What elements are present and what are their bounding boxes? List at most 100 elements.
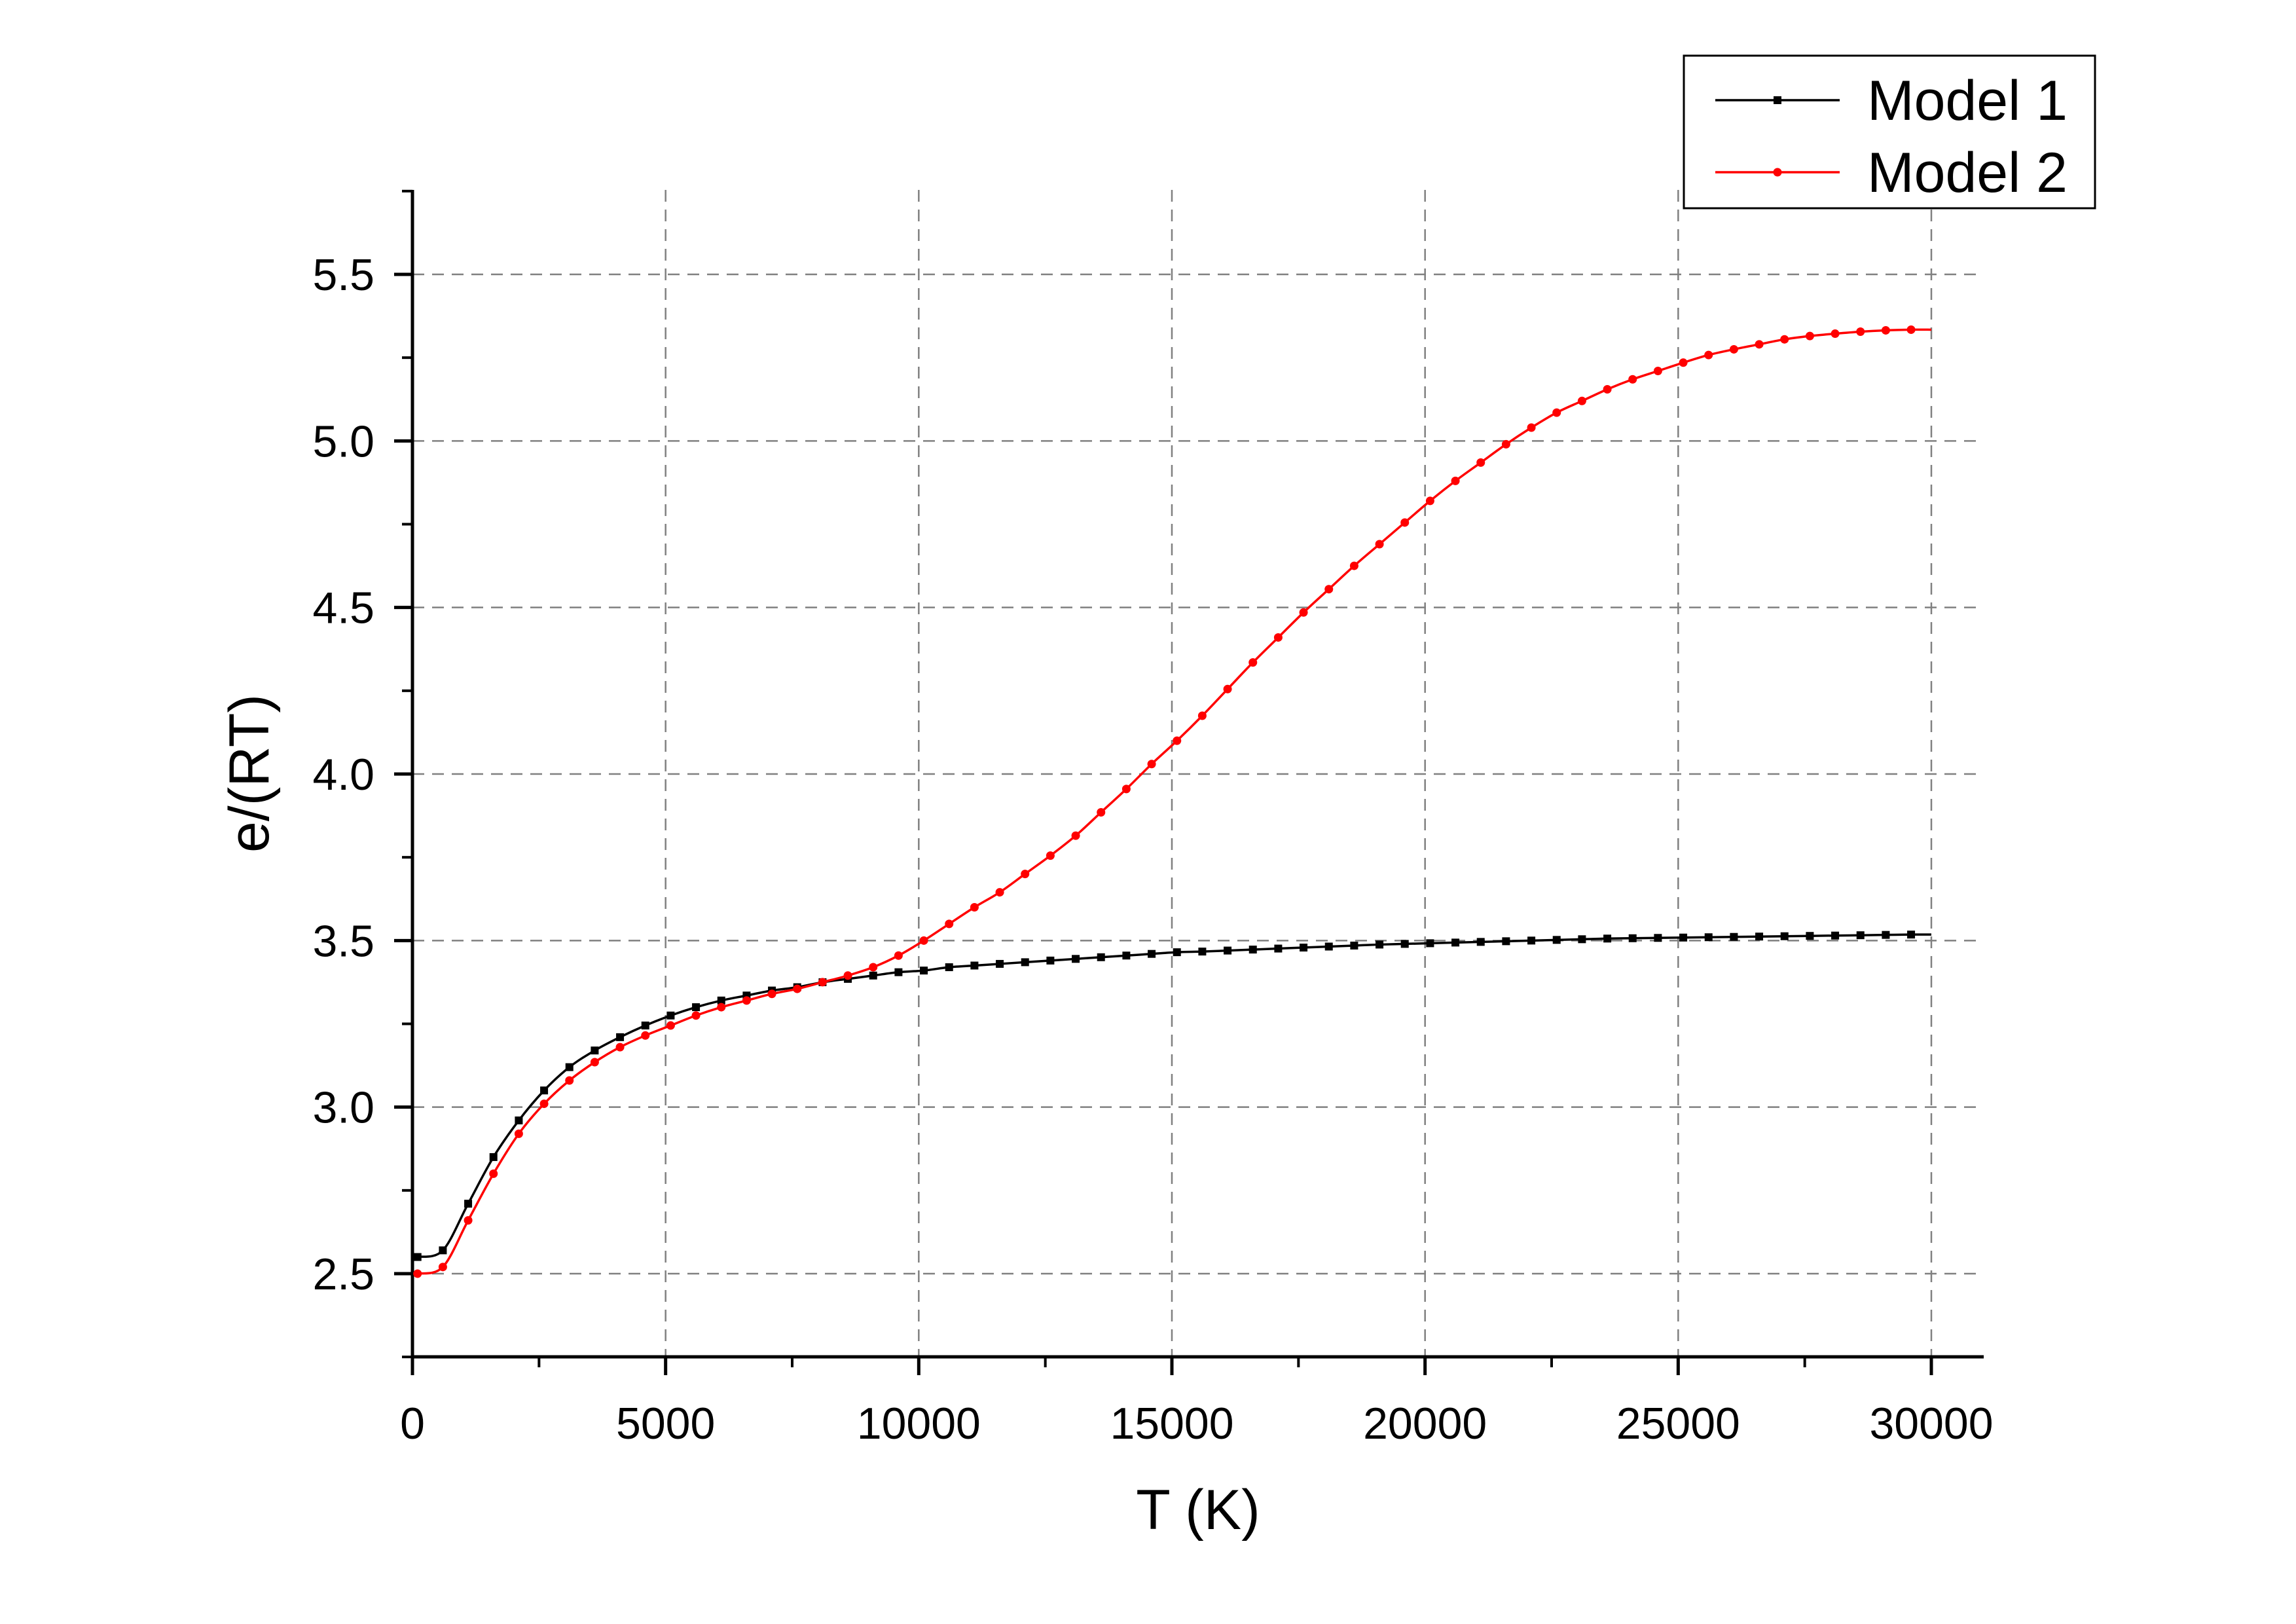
- data-point: [438, 1263, 447, 1272]
- data-point: [945, 963, 953, 972]
- legend-marker: [1773, 168, 1782, 177]
- data-point: [1021, 958, 1029, 967]
- data-point: [996, 959, 1004, 968]
- data-point: [439, 1246, 447, 1255]
- data-point: [1856, 327, 1865, 336]
- data-point: [1400, 518, 1410, 527]
- data-point: [1704, 933, 1713, 942]
- data-point: [1806, 932, 1814, 940]
- data-point: [1046, 956, 1055, 965]
- data-point: [1679, 933, 1688, 942]
- y-tick-label: 3.0: [312, 1083, 374, 1133]
- data-point: [1577, 396, 1586, 405]
- data-point: [1906, 325, 1916, 334]
- data-point: [945, 919, 954, 929]
- data-point: [1653, 367, 1662, 376]
- data-point: [1527, 936, 1536, 945]
- data-point: [717, 996, 725, 1005]
- data-point: [767, 989, 776, 999]
- data-point: [1223, 684, 1232, 693]
- data-point: [540, 1086, 549, 1095]
- data-point: [1375, 540, 1384, 549]
- data-point: [1349, 561, 1358, 570]
- data-point: [489, 1169, 498, 1178]
- data-point: [666, 1021, 675, 1030]
- data-point: [1552, 408, 1561, 417]
- data-point: [1476, 938, 1485, 946]
- data-point: [1046, 851, 1055, 860]
- data-point: [1224, 946, 1232, 955]
- data-point: [869, 971, 877, 980]
- data-point: [1476, 458, 1485, 467]
- data-point: [1856, 931, 1865, 940]
- data-point: [1324, 585, 1334, 594]
- data-point: [1426, 939, 1434, 948]
- data-point: [1300, 944, 1308, 952]
- data-point: [1197, 711, 1207, 720]
- data-point: [413, 1253, 422, 1261]
- data-point: [1274, 944, 1283, 953]
- data-point: [464, 1216, 473, 1225]
- x-axis-title: T (K): [1136, 1479, 1260, 1541]
- x-tick-label: 30000: [1869, 1399, 1993, 1449]
- data-point: [1147, 760, 1156, 769]
- legend-label: Model 2: [1867, 141, 2068, 204]
- data-point: [1729, 344, 1738, 354]
- data-point: [1755, 340, 1764, 349]
- data-point: [1425, 496, 1434, 506]
- data-point: [1451, 476, 1460, 485]
- data-point: [1121, 784, 1131, 794]
- x-tick-label: 25000: [1616, 1399, 1740, 1449]
- data-point: [591, 1046, 599, 1055]
- data-point: [1831, 329, 1840, 339]
- data-point: [920, 967, 928, 975]
- legend-entry: Model 2: [1715, 141, 2068, 204]
- series: [413, 325, 1932, 1278]
- series-2: [413, 325, 1932, 1278]
- data-point: [1248, 946, 1257, 954]
- y-tick-label: 4.5: [312, 583, 374, 633]
- y-tick-label: 5.5: [312, 250, 374, 300]
- y-tick-label: 5.0: [312, 416, 374, 466]
- data-point: [1907, 931, 1916, 939]
- data-point: [995, 888, 1004, 897]
- data-point: [641, 1022, 649, 1030]
- data-point: [742, 996, 751, 1005]
- data-point: [1578, 935, 1586, 944]
- data-point: [1730, 932, 1738, 941]
- x-tick-label: 20000: [1363, 1399, 1487, 1449]
- x-tick-label: 10000: [857, 1399, 981, 1449]
- series-1: [413, 931, 1932, 1261]
- data-point: [1831, 931, 1840, 940]
- data-point: [894, 951, 903, 960]
- data-point: [692, 1003, 701, 1012]
- data-point: [869, 963, 878, 972]
- data-point: [1654, 934, 1662, 942]
- data-point: [413, 1269, 422, 1278]
- y-tick-label: 2.5: [312, 1249, 374, 1299]
- legend-marker: [1774, 96, 1781, 104]
- data-point: [894, 968, 903, 976]
- data-point: [970, 961, 979, 970]
- data-point: [818, 978, 827, 987]
- data-point: [919, 936, 928, 945]
- data-point: [1603, 934, 1612, 943]
- data-point: [1628, 375, 1637, 384]
- data-point: [1376, 940, 1384, 949]
- data-point: [1679, 358, 1688, 367]
- data-point: [843, 971, 852, 980]
- data-point: [514, 1129, 523, 1138]
- data-point: [1072, 955, 1080, 963]
- grid: [412, 190, 1984, 1357]
- data-point: [1173, 948, 1181, 957]
- x-tick-label: 15000: [1110, 1399, 1233, 1449]
- data-point: [1451, 938, 1460, 947]
- legend-box: [1683, 54, 2096, 210]
- data-point: [1704, 350, 1713, 360]
- y-tick-label: 3.5: [312, 916, 374, 966]
- data-point: [1628, 934, 1637, 942]
- data-point: [489, 1153, 498, 1161]
- data-point: [1148, 950, 1156, 958]
